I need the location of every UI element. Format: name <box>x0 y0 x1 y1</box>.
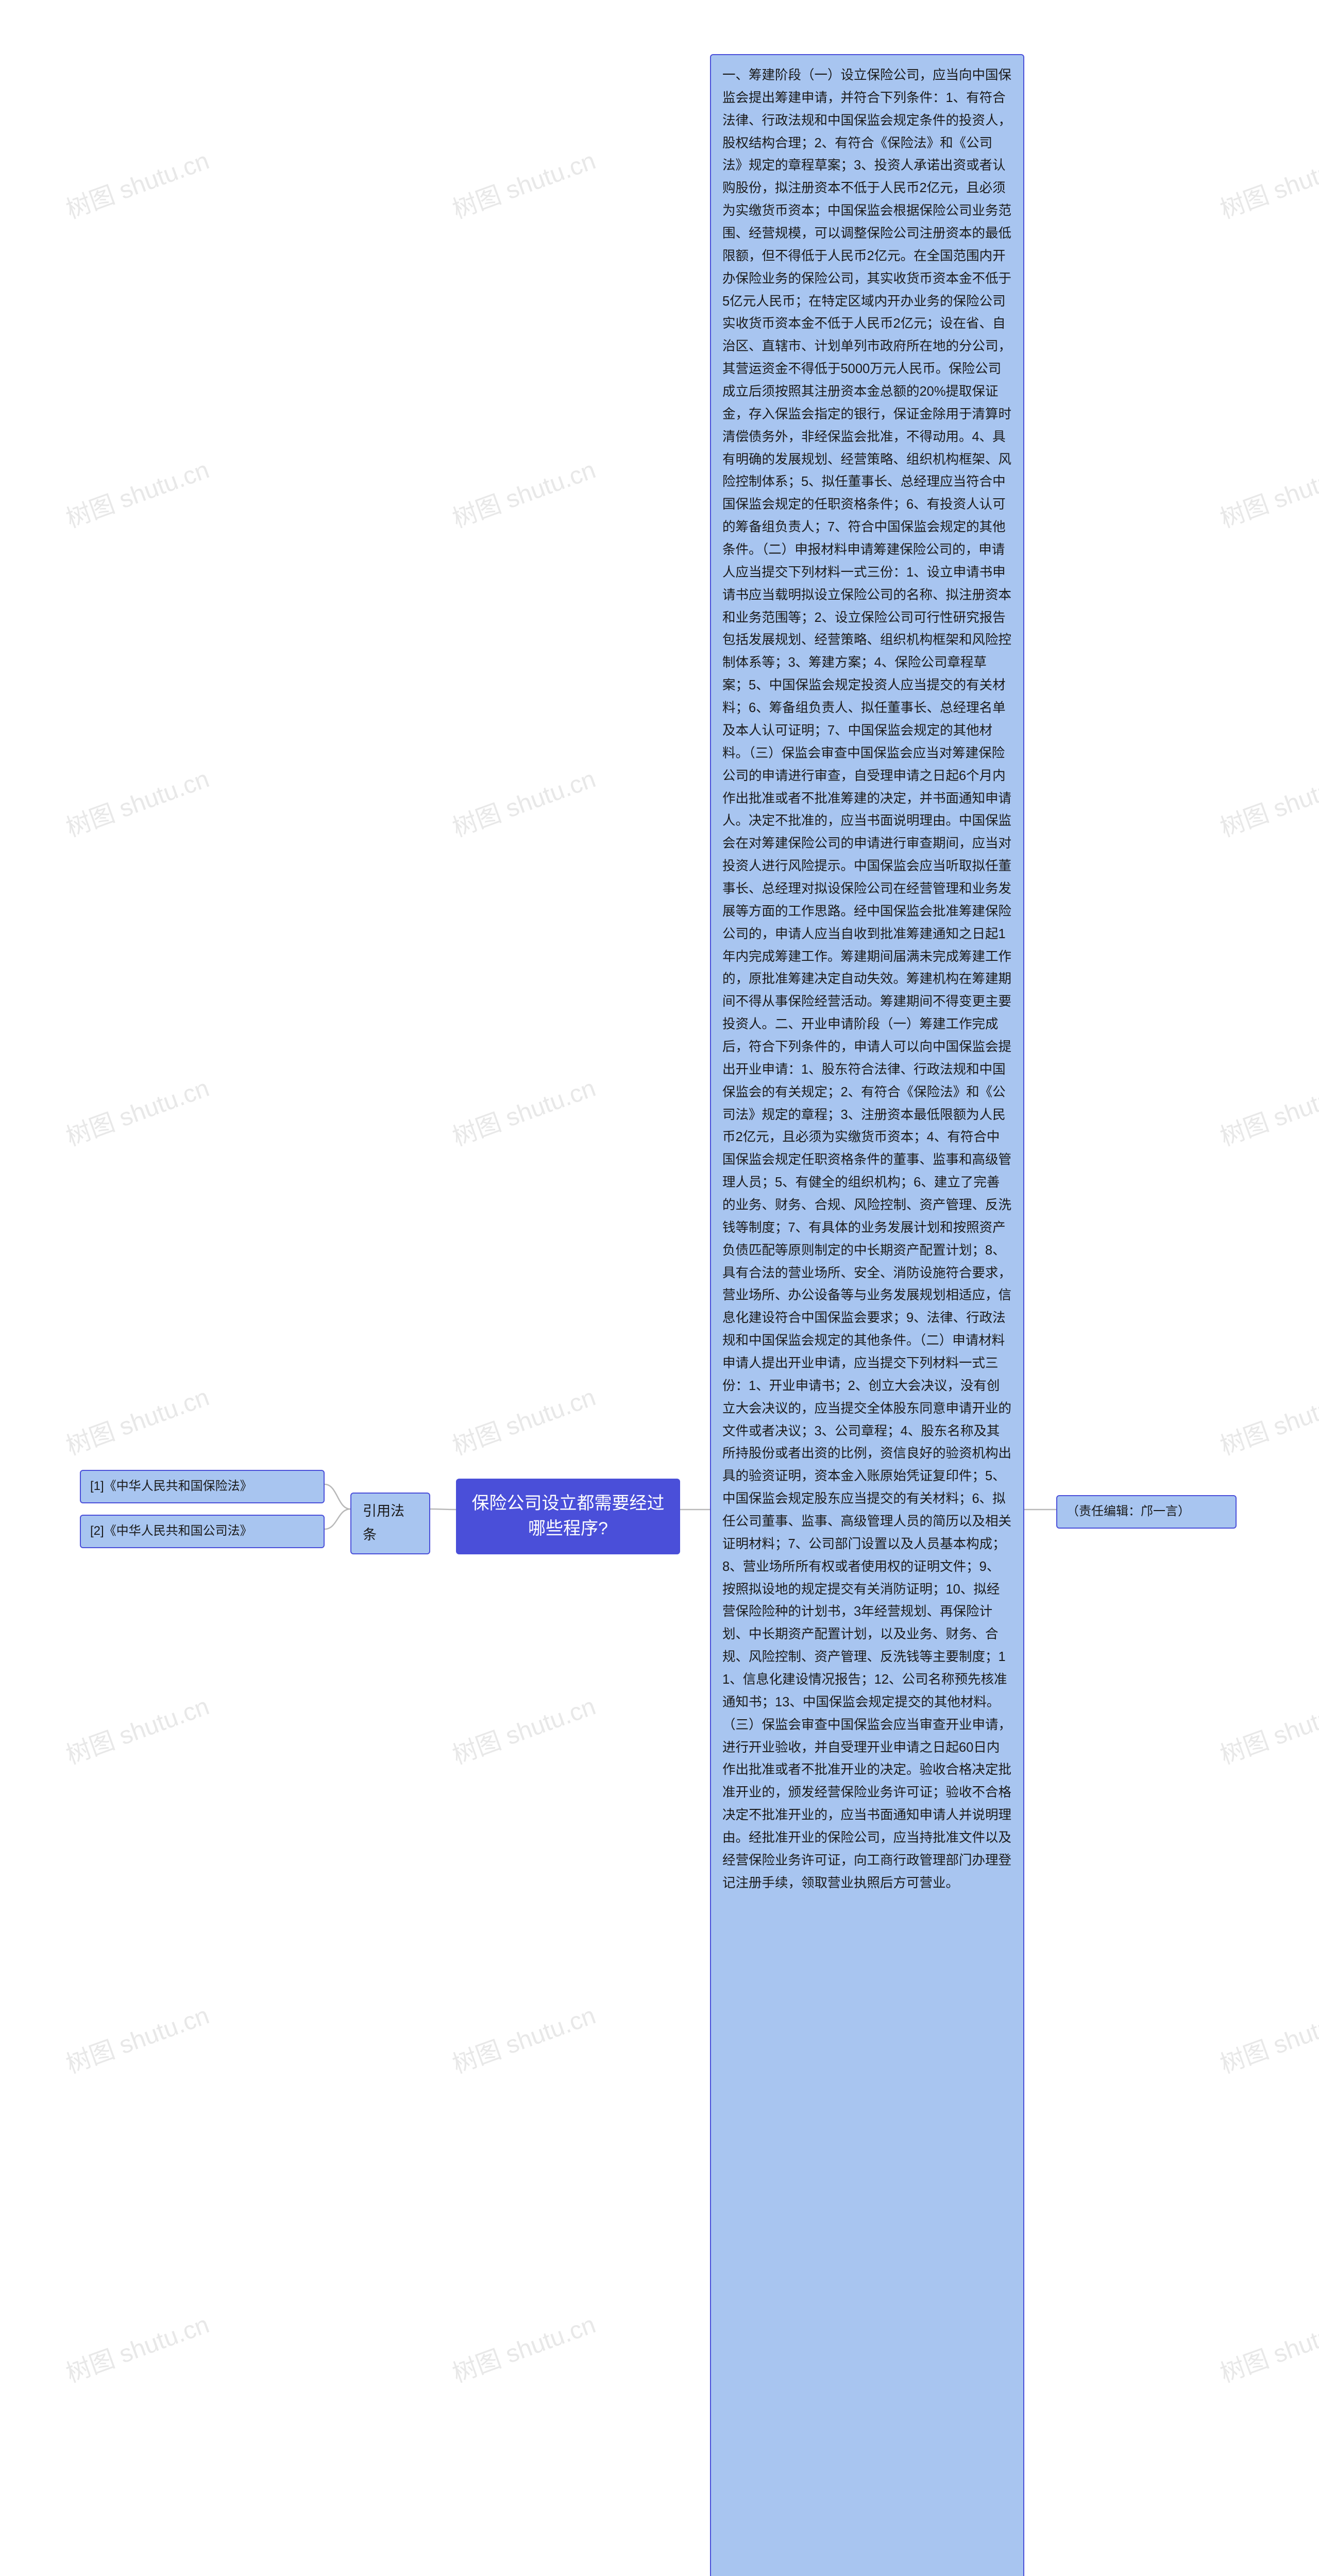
citation-node-2[interactable]: [2]《中华人民共和国公司法》 <box>80 1515 325 1548</box>
mindmap-canvas: 保险公司设立都需要经过 哪些程序? 引用法条 [1]《中华人民共和国保险法》 [… <box>0 0 1319 2576</box>
left-branch-label[interactable]: 引用法条 <box>350 1493 430 1554</box>
editor-credit-node[interactable]: （责任编辑：邝一言） <box>1056 1495 1237 1529</box>
main-content-node[interactable]: 一、筹建阶段（一）设立保险公司，应当向中国保监会提出筹建申请，并符合下列条件：1… <box>710 54 1024 2576</box>
citation-node-1[interactable]: [1]《中华人民共和国保险法》 <box>80 1470 325 1503</box>
connector-layer <box>0 0 1319 2576</box>
center-topic-node[interactable]: 保险公司设立都需要经过 哪些程序? <box>456 1479 680 1554</box>
